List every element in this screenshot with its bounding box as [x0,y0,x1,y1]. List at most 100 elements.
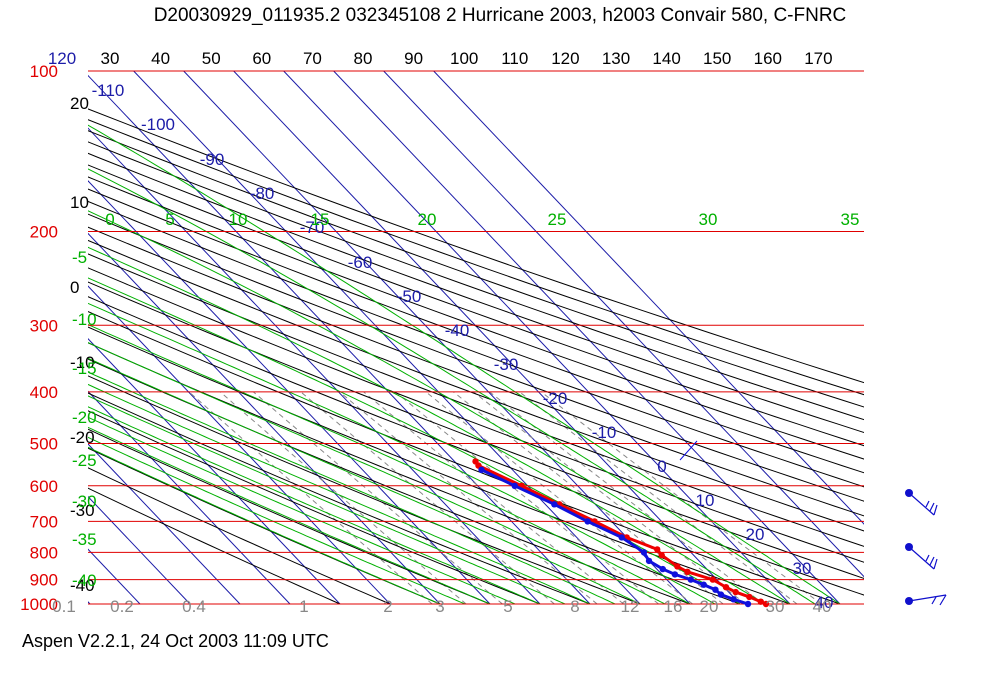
dry-adiabat-label: -40 [70,576,95,595]
wind-barb-feather [925,554,938,570]
moist-adiabat-line [88,168,816,605]
moist-adiabat-line [88,436,466,605]
dry-adiabat-line [88,253,864,547]
isotherm-label: -50 [397,287,422,306]
wind-barb [905,543,938,570]
isotherm-line [88,285,391,605]
dry-adiabat-line [88,152,864,434]
isotherm-label: -20 [543,389,568,408]
dry-adiabat-label: -30 [70,501,95,520]
pressure-label: 1000 [20,595,58,614]
moist-adiabat-line [88,324,691,605]
dry-adiabat-line [88,200,864,488]
moist-adiabat-line [88,246,766,605]
moist-adiabat-label: 10 [229,210,248,229]
isotherm-line [283,70,791,605]
isotherm-line [88,548,141,605]
moist-adiabat-left-label: -10 [72,310,97,329]
pressure-label: 700 [30,512,58,531]
mixing-ratio-label: 0.4 [182,597,206,616]
dewpoint-trace-point [700,581,707,588]
isotherm-label: 10 [696,491,715,510]
mixing-ratio-label: 3 [435,597,444,616]
footer-version: Aspen V2.2.1, 24 Oct 2003 11:09 UTC [22,631,329,651]
mixing-ratio-label: 12 [621,597,640,616]
moist-adiabat-line [88,124,841,605]
dewpoint-trace-point [671,571,679,578]
isotherm-line [88,127,541,605]
dry-adiabat-label: 0 [70,278,79,297]
wind-barb [905,489,938,516]
temperature-trace-point [722,584,730,591]
theta-label: 70 [303,49,322,68]
dewpoint-trace-point [640,549,648,556]
mixing-ratio-label: 2 [383,597,392,616]
theta-label: 160 [754,49,782,68]
isotherm-label: -30 [494,355,519,374]
dewpoint-trace-point [551,501,558,508]
chart-title: D20030929_011935.2 032345108 2 Hurricane… [153,5,847,26]
mixing-ratio-label: 0.2 [110,597,134,616]
pressure-label: 200 [30,222,58,241]
isotherm-label: 20 [746,525,765,544]
dry-adiabat-line [88,296,864,596]
isotherm-label: 30 [793,559,812,578]
dry-adiabat-line [88,487,341,605]
mixing-ratio-line [540,391,822,605]
wind-barb-staff [908,546,935,570]
theta-label: 30 [101,49,120,68]
temperature-trace-point [757,598,764,605]
temperature-trace-point [654,546,661,553]
theta-label: 60 [252,49,271,68]
moist-adiabat-line [88,395,566,605]
dry-adiabat-line [88,428,491,605]
mixing-ratio-label: 20 [700,597,719,616]
temperature-trace-point [674,563,681,570]
dewpoint-trace-point [744,600,752,608]
dry-adiabat-label: 20 [70,94,89,113]
moist-adiabat-left-label: -25 [72,451,97,470]
temperature-trace-point [746,593,753,601]
dry-adiabat-label: -10 [70,353,95,372]
dry-adiabat-line [88,164,864,447]
dewpoint-trace-point [584,518,591,525]
wind-barbs [905,489,947,606]
moist-adiabat-label: 25 [548,210,567,229]
wind-barb-feather [931,594,947,606]
dewpoint-trace-point [730,596,737,603]
isotherm-label: -60 [348,253,373,272]
mixing-ratio-label: 30 [766,597,785,616]
isotherm-label: 40 [815,593,834,612]
dry-adiabat-line [88,239,864,532]
isotherm-label: -70 [300,218,325,237]
wind-barb-staff [908,594,947,602]
dry-adiabat-line [88,311,841,605]
moist-adiabat-left-label: -30 [72,492,97,511]
moist-adiabat-label: 20 [418,210,437,229]
dry-adiabat-line [88,130,864,408]
temperature-trace-point [709,576,716,583]
moist-adiabat-line [88,342,666,605]
moist-adiabat-label: 15 [311,210,330,229]
dry-adiabat-line [88,141,864,421]
dry-adiabat-line [88,467,391,605]
dry-adiabat-label: 10 [70,193,89,212]
moist-adiabat-label: 5 [165,210,174,229]
theta-label: 80 [354,49,373,68]
dewpoint-trace-point [645,557,653,565]
theta-label: 140 [652,49,680,68]
isotherm-line [88,443,241,605]
moist-adiabat-line [88,426,491,605]
isotherm-label: -80 [250,184,275,203]
mixing-ratio-label: 1 [299,597,308,616]
pressure-label: 500 [30,435,58,454]
theta-extra-label: 120 [48,49,76,68]
isotherm-label: -100 [141,115,175,134]
isotherm-line [88,338,341,605]
temperature-trace-point [762,600,770,608]
theta-label: 50 [202,49,221,68]
isobar-lines [88,70,864,605]
temperature-trace-point [684,568,691,575]
